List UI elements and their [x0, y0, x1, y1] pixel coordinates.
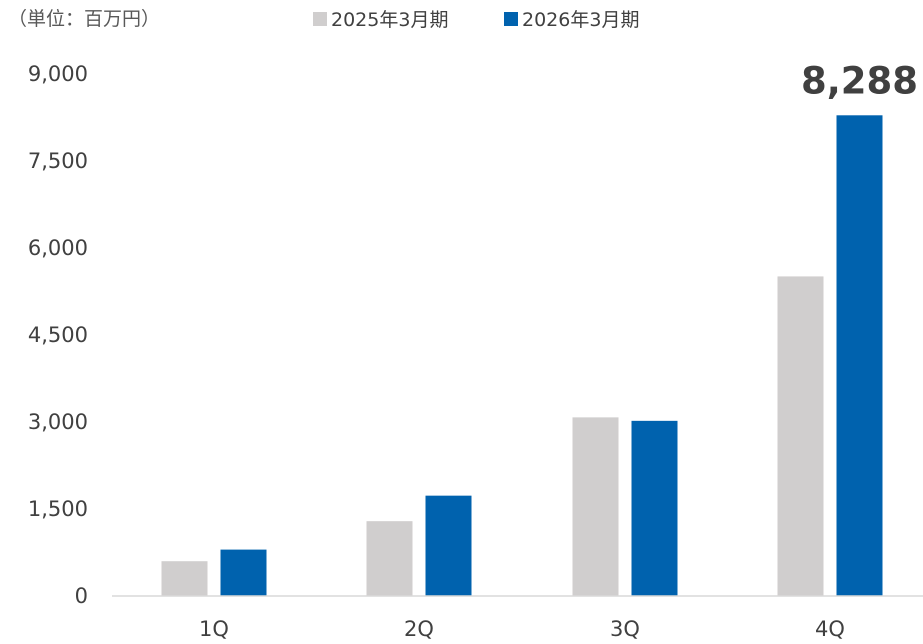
bar-3q-series-2 [631, 420, 678, 596]
y-tick-label: 7,500 [28, 149, 88, 173]
y-axis: 0 1,500 3,000 4,500 6,000 7,500 9,000 [28, 62, 88, 608]
y-tick-label: 1,500 [28, 497, 88, 521]
bar-4q-series-1 [777, 276, 824, 596]
bar-3q-series-1 [572, 417, 619, 596]
data-labels: 8,288 [801, 59, 918, 102]
x-tick-label: 3Q [610, 617, 640, 641]
bar-1q-series-1 [161, 561, 208, 596]
bar-2q-series-2 [425, 495, 472, 596]
y-tick-label: 3,000 [28, 410, 88, 434]
legend: 2025年3月期 2026年3月期 [313, 9, 639, 31]
legend-label-2025: 2025年3月期 [331, 9, 448, 31]
bar-1q-series-2 [220, 549, 267, 596]
legend-swatch-2025 [313, 12, 327, 26]
unit-label: （単位：百万円） [8, 8, 160, 30]
x-tick-label: 4Q [815, 617, 845, 641]
legend-swatch-2026 [504, 12, 518, 26]
y-tick-label: 6,000 [28, 236, 88, 260]
x-axis: 1Q 2Q 3Q 4Q [112, 595, 923, 641]
y-tick-label: 9,000 [28, 62, 88, 86]
x-tick-label: 1Q [199, 617, 229, 641]
bar-2q-series-1 [366, 521, 413, 596]
y-tick-label: 4,500 [28, 323, 88, 347]
bar-4q-series-2 [836, 115, 883, 597]
legend-label-2026: 2026年3月期 [522, 9, 639, 31]
bars [161, 115, 883, 597]
data-label: 8,288 [801, 59, 918, 102]
x-tick-label: 2Q [404, 617, 434, 641]
y-tick-label: 0 [75, 584, 88, 608]
